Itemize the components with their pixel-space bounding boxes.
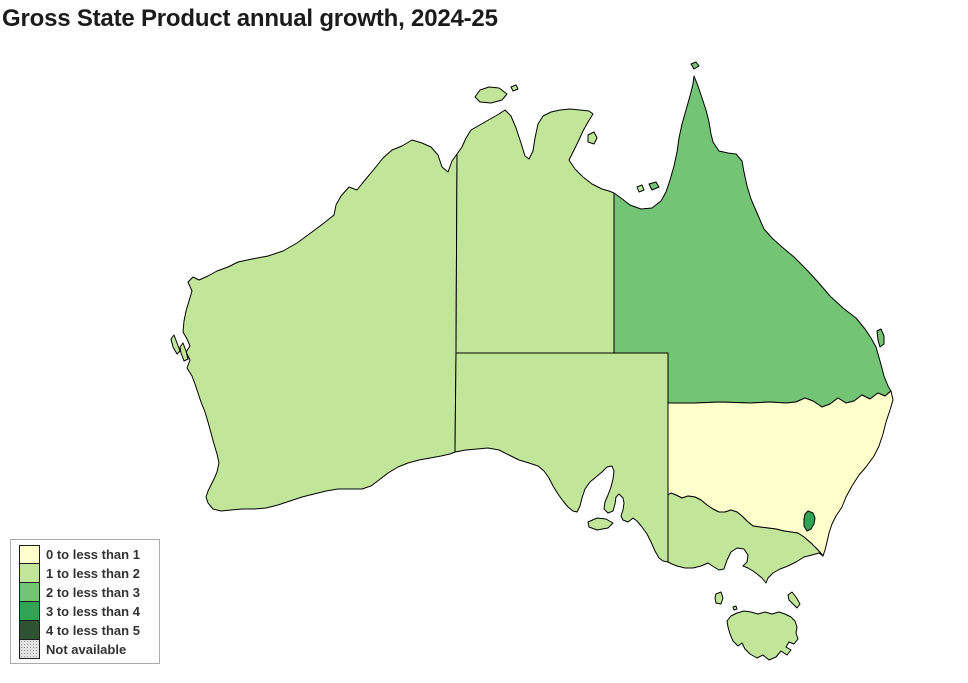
island-torres: [690, 61, 700, 70]
map-legend: 0 to less than 1 1 to less than 2 2 to l…: [10, 539, 160, 664]
region-south-australia: [454, 352, 669, 563]
region-western-australia: [182, 139, 458, 512]
legend-row: 4 to less than 5: [19, 621, 153, 640]
island-flinders: [787, 591, 801, 609]
legend-swatch-3-to-4: [19, 602, 40, 621]
island-kangaroo: [587, 517, 614, 531]
island-dirk-hartog: [170, 334, 181, 355]
legend-swatch-2-to-3: [19, 583, 40, 602]
legend-label: 0 to less than 1: [46, 547, 140, 562]
island-tiwi-east: [510, 84, 519, 92]
island-mornington: [648, 181, 660, 191]
region-northern-territory: [455, 108, 615, 354]
legend-row: 0 to less than 1: [19, 545, 153, 564]
legend-label: 2 to less than 3: [46, 585, 140, 600]
legend-swatch-0-to-1: [19, 545, 40, 564]
legend-row: Not available: [19, 640, 153, 659]
island-pellew: [636, 184, 645, 193]
region-tasmania: [726, 610, 799, 661]
legend-row: 3 to less than 4: [19, 602, 153, 621]
legend-swatch-4-to-5: [19, 621, 40, 640]
legend-row: 1 to less than 2: [19, 564, 153, 583]
legend-swatch-1-to-2: [19, 564, 40, 583]
island-fraser: [876, 328, 885, 348]
page-title: Gross State Product annual growth, 2024-…: [2, 5, 498, 32]
island-king: [714, 591, 724, 605]
island-hunter: [732, 605, 738, 611]
region-australian-capital-territory: [803, 510, 816, 532]
island-tiwi: [474, 86, 508, 104]
legend-row: 2 to less than 3: [19, 583, 153, 602]
island-shark-bay-peninsula: [179, 342, 189, 362]
legend-swatch-not-available: [19, 640, 40, 659]
legend-label: 4 to less than 5: [46, 623, 140, 638]
island-groote-eylandt: [587, 131, 598, 145]
legend-label: 1 to less than 2: [46, 566, 140, 581]
region-victoria: [667, 492, 824, 584]
legend-label: Not available: [46, 642, 127, 657]
legend-label: 3 to less than 4: [46, 604, 140, 619]
